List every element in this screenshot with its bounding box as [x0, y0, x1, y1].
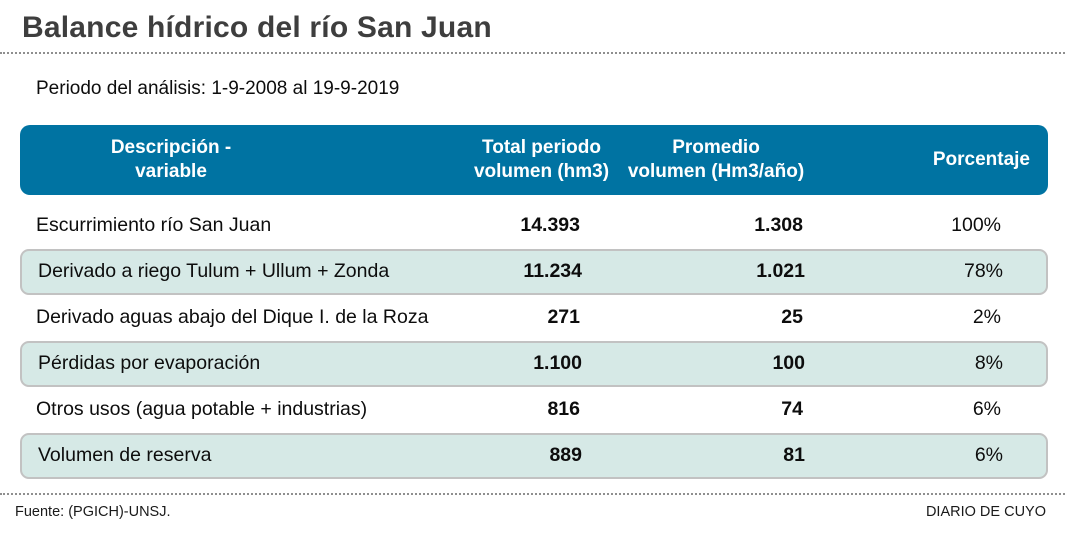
header-line: volumen (Hm3/año)	[627, 160, 805, 182]
footer: Fuente: (PGICH)-UNSJ. DIARIO DE CUYO	[0, 495, 1065, 520]
source-credit: Fuente: (PGICH)-UNSJ.	[15, 503, 171, 520]
table-header-row: Descripción - variable Total periodo vol…	[20, 124, 1048, 195]
row-total: 11.234	[523, 260, 582, 282]
row-label: Derivado a riego Tulum + Ullum + Zonda	[38, 260, 390, 282]
publisher-credit: DIARIO DE CUYO	[925, 503, 1046, 520]
row-total: 271	[547, 306, 580, 328]
row-promedio: 81	[783, 444, 805, 466]
table-row: Volumen de reserva 889 81 6%	[20, 432, 1048, 479]
water-balance-table: Descripción - variable Total periodo vol…	[20, 124, 1048, 479]
row-total: 816	[547, 398, 580, 420]
row-label: Otros usos (agua potable + industrias)	[36, 398, 368, 420]
row-promedio: 74	[781, 398, 803, 420]
row-porcentaje: 78%	[963, 260, 1003, 282]
header-line: volumen (hm3)	[473, 160, 610, 182]
column-header-promedio: Promedio volumen (Hm3/año)	[625, 136, 825, 184]
analysis-period: Periodo del análisis: 1-9-2008 al 19-9-2…	[36, 77, 400, 99]
row-promedio: 1.021	[756, 260, 805, 282]
page-title: Balance hídrico del río San Juan	[22, 11, 492, 44]
header-line: Promedio	[672, 136, 760, 158]
row-total: 1.100	[533, 352, 582, 374]
column-header-descripcion: Descripción - variable	[20, 136, 440, 184]
row-total: 889	[549, 444, 582, 466]
row-porcentaje: 100%	[951, 214, 1001, 236]
header-line: Porcentaje	[932, 148, 1030, 170]
row-promedio: 100	[772, 352, 805, 374]
column-header-total-periodo: Total periodo volumen (hm3)	[440, 136, 625, 184]
row-label: Volumen de reserva	[38, 444, 212, 466]
header-line: variable	[135, 160, 207, 182]
bottom-divider	[0, 492, 1065, 495]
row-promedio: 1.308	[754, 214, 803, 236]
row-label: Derivado aguas abajo del Dique I. de la …	[36, 306, 429, 328]
column-header-porcentaje: Porcentaje	[825, 148, 1048, 172]
row-porcentaje: 8%	[974, 352, 1003, 374]
row-porcentaje: 2%	[972, 306, 1001, 328]
row-total: 14.393	[520, 214, 580, 236]
table-row: Otros usos (agua potable + industrias) 8…	[20, 387, 1048, 433]
table-row: Escurrimiento río San Juan 14.393 1.308 …	[20, 203, 1048, 249]
infographic-page: Balance hídrico del río San Juan Periodo…	[0, 9, 1065, 542]
row-porcentaje: 6%	[974, 444, 1003, 466]
header-line: Total periodo	[482, 136, 601, 158]
top-divider	[0, 51, 1065, 54]
table-row: Derivado a riego Tulum + Ullum + Zonda 1…	[20, 248, 1048, 295]
header-line: Descripción -	[110, 136, 232, 158]
row-porcentaje: 6%	[972, 398, 1001, 420]
row-label: Escurrimiento río San Juan	[36, 214, 272, 236]
table-row: Derivado aguas abajo del Dique I. de la …	[20, 295, 1048, 341]
row-promedio: 25	[781, 306, 803, 328]
table-row: Pérdidas por evaporación 1.100 100 8%	[20, 340, 1048, 387]
row-label: Pérdidas por evaporación	[38, 352, 261, 374]
